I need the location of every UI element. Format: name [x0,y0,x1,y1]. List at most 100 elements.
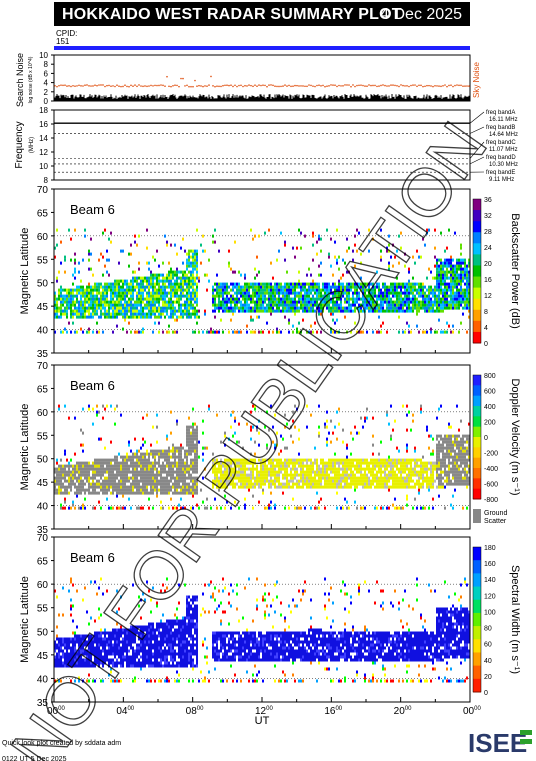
lat-tick-label: 40 [37,502,49,513]
ground-scatter-swatch [473,509,481,523]
x-tick-label: 0400 [116,706,134,717]
colorbar-tick-label: 8 [484,309,488,316]
lat-tick-label: 35 [37,698,49,709]
sky-noise-label: Sky Noise [472,61,481,98]
title-bar: HOKKAIDO WEST RADAR SUMMARY PLOT 4 Dec 2… [54,2,470,26]
colorbar-tick-label: 60 [484,642,492,649]
x-tick-label: 1200 [255,706,273,717]
colorbar-tick-label: 800 [484,373,496,380]
plot-title: HOKKAIDO WEST RADAR SUMMARY PLOT [62,6,402,23]
freq-band-value: 10.30 MHz [489,162,518,168]
lat-tick-label: 55 [37,431,49,442]
colorbar-tick-label: 28 [484,229,492,236]
colorbar-tick-label: 600 [484,389,496,396]
lat-tick-label: 65 [37,384,49,395]
colorbar-tick-label: 160 [484,561,496,568]
lat-ylabel: Magnetic Latitude [19,404,31,491]
noise-panel-frame [53,54,471,102]
noise-tick-label: 0 [44,97,49,106]
lat-tick-label: 45 [37,651,49,662]
noise-sublabel: log noise (dB x 10^4) [28,56,34,103]
colorbar-tick-label: -800 [484,497,498,504]
isee-logo-text: ISEE [468,728,527,758]
x-axis-label: UT [255,715,270,727]
lat-ylabel: Magnetic Latitude [19,576,31,663]
colorbar-tick-label: 4 [484,325,488,332]
lat-tick-label: 55 [37,255,49,266]
colorbar-tick-label: 0 [484,690,488,697]
lat-tick-label: 70 [37,361,49,372]
lat-tick-label: 60 [37,580,49,591]
scatter-label: Scatter [484,518,507,525]
heatmap-panel-velocity [53,364,471,530]
lat-tick-label: 40 [37,326,49,337]
noise-tick-label: 2 [44,88,49,97]
colorbar-tick-label: -400 [484,466,498,473]
noise-tick-label: 4 [44,79,49,88]
freq-ylabel: Frequency [14,121,25,168]
cpid-bar [54,46,470,50]
x-tick-label: 1600 [324,706,342,717]
freq-band-name: freq bandB [486,125,515,131]
colorbar-tick-label: 120 [484,593,496,600]
plot-date: 4 Dec 2025 [380,6,462,23]
freq-tick-label: 8 [44,176,49,185]
x-tick-label: 0000 [47,706,65,717]
colorbar-tick-label: 200 [484,420,496,427]
noise-tick-label: 8 [44,60,49,69]
frequency-panel-frame [53,109,471,181]
lat-tick-label: 45 [37,302,49,313]
lat-tick-label: 60 [37,232,49,243]
lat-tick-label: 70 [37,533,49,544]
lat-tick-label: 40 [37,674,49,685]
colorbar-tick-label: 32 [484,213,492,220]
freq-band-name: freq bandA [486,110,515,116]
freq-tick-label: 10 [39,162,48,171]
lat-tick-label: 50 [37,627,49,638]
lat-ylabel: Magnetic Latitude [19,228,31,315]
colorbar-label: Backscatter Power (dB) [509,213,521,329]
colorbar-label: Spectral Width (m s⁻¹) [509,565,521,674]
lat-tick-label: 60 [37,408,49,419]
colorbar-label: Doppler Velocity (m s⁻¹) [509,378,521,495]
lat-tick-label: 70 [37,185,49,196]
colorbar-tick-label: 16 [484,277,492,284]
ground-label: Ground [484,510,507,517]
freq-band-value: 9.11 MHz [489,177,514,183]
lat-tick-label: 65 [37,557,49,568]
x-tick-label: 2000 [394,706,412,717]
beam-label: Beam 6 [70,202,115,217]
lat-tick-label: 50 [37,455,49,466]
cpid-value: 151 [56,37,70,46]
colorbar-tick-label: 80 [484,626,492,633]
lat-tick-label: 45 [37,478,49,489]
cpid-label: CPID: [56,29,77,38]
freq-band-name: freq bandD [486,155,516,161]
freq-band-name: freq bandE [486,170,515,176]
freq-tick-label: 12 [39,148,48,157]
lat-tick-label: 35 [37,525,49,536]
freq-tick-label: 18 [39,106,48,115]
colorbar-tick-label: -200 [484,451,498,458]
beam-label: Beam 6 [70,378,115,393]
beam-label: Beam 6 [70,550,115,565]
colorbar-tick-label: 36 [484,197,492,204]
colorbar-tick-label: 0 [484,435,488,442]
x-tick-label: 0000 [463,706,481,717]
freq-band-name: freq bandC [486,140,516,146]
lat-tick-label: 50 [37,279,49,290]
colorbar-tick-label: 180 [484,545,496,552]
colorbar-tick-label: 140 [484,577,496,584]
colorbar-tick-label: 100 [484,609,496,616]
lat-tick-label: 65 [37,208,49,219]
lat-tick-label: 55 [37,604,49,615]
freq-tick-label: 14 [39,134,48,143]
footer-line1: Quick look plot created by sddata adm [2,740,121,747]
freq-band-value: 11.07 MHz [489,147,518,153]
footer-line2: 0122 UT 5 Dec 2025 [2,756,67,761]
isee-logo: ISEE [468,728,532,758]
freq-unit: (MHz) [29,137,35,153]
colorbar-tick-label: 12 [484,293,492,300]
colorbar-tick-label: 40 [484,658,492,665]
